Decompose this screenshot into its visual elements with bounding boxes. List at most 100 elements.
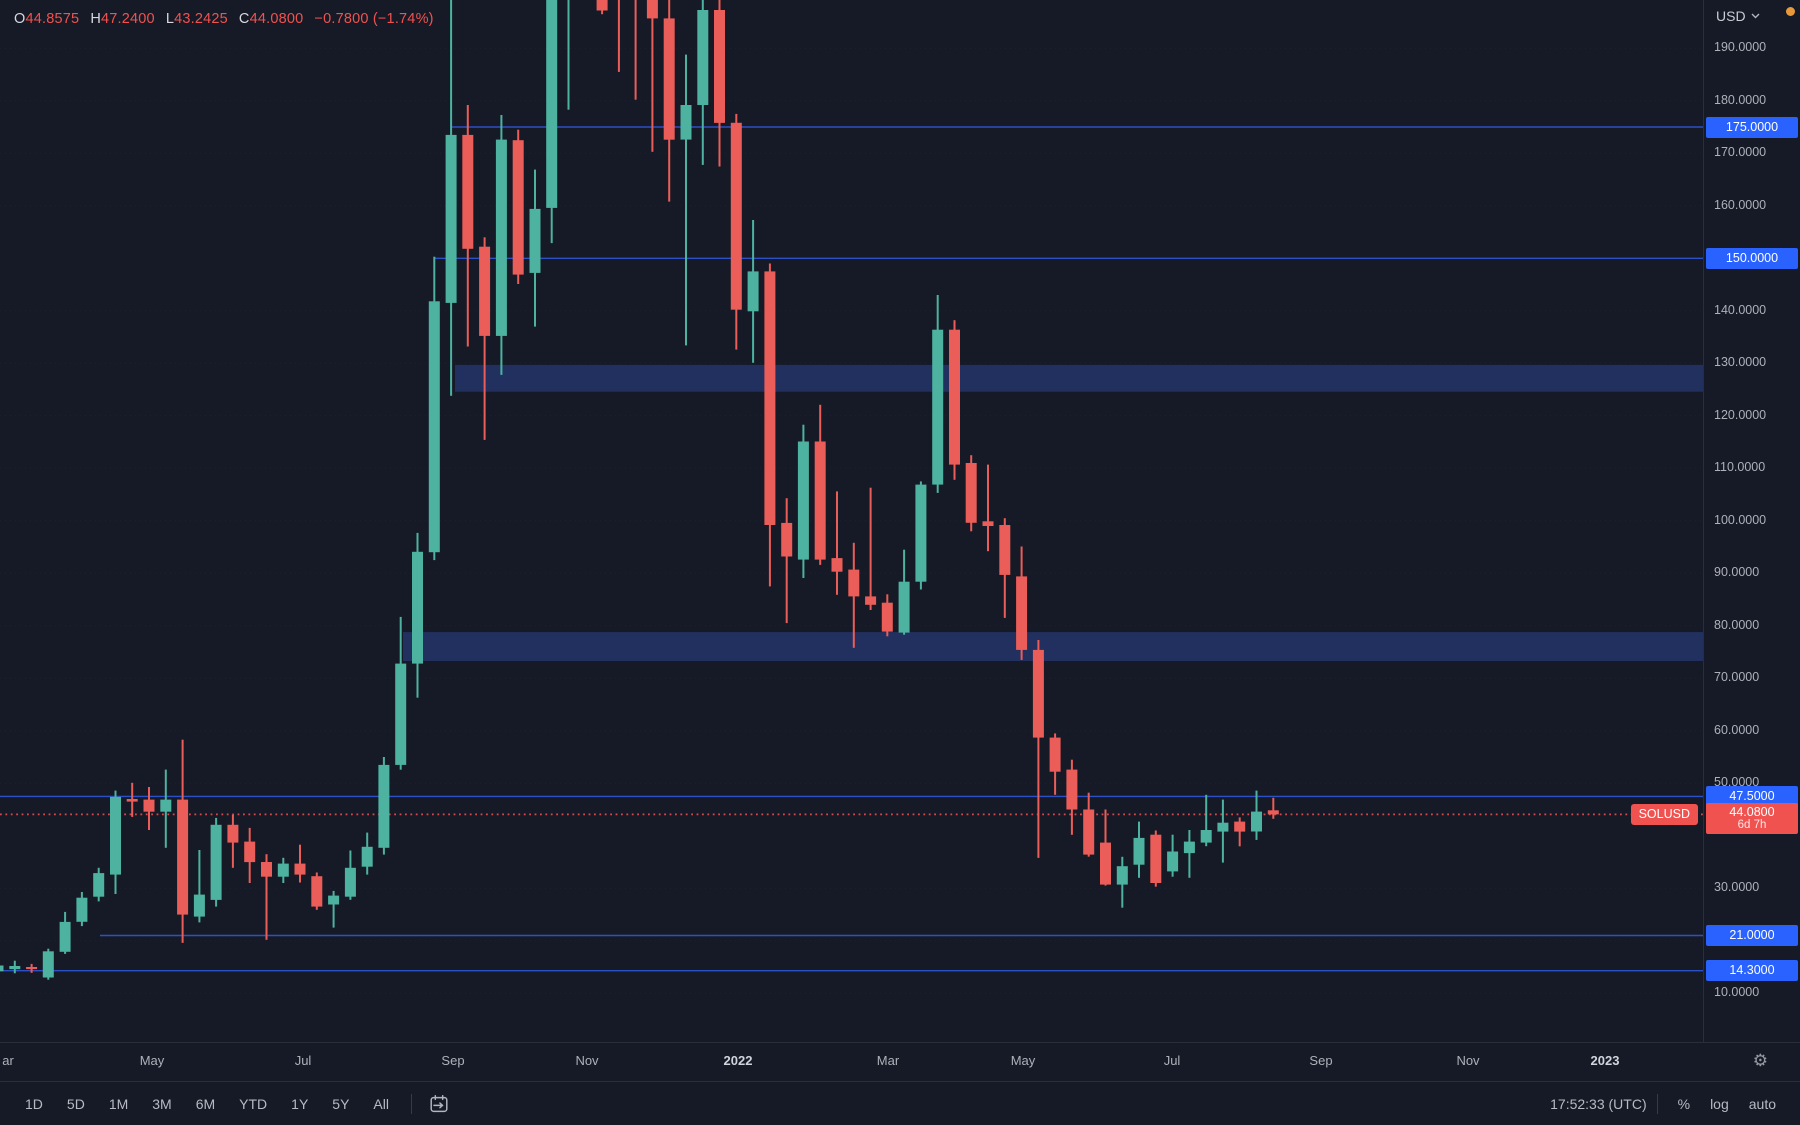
candle-wick	[567, 0, 570, 110]
candle-body	[512, 140, 524, 275]
candle-body	[982, 521, 994, 526]
candle-body	[378, 764, 390, 848]
low-label: L	[165, 11, 175, 27]
candle-body	[193, 894, 205, 917]
candle-body	[93, 873, 105, 897]
price-tick-label: 80.0000	[1714, 617, 1760, 632]
candle-body	[395, 663, 407, 765]
candle-body	[898, 581, 910, 633]
date-range-buttons: 1D 5D 1M 3M 6M YTD 1Y 5Y All	[0, 1092, 401, 1116]
price-tick-label: 90.0000	[1714, 565, 1760, 580]
candle-body	[479, 246, 491, 336]
currency-dropdown[interactable]: USD	[1716, 8, 1760, 24]
range-button-6m[interactable]: 6M	[195, 1095, 216, 1112]
range-button-3m[interactable]: 3M	[152, 1095, 172, 1112]
candle-wick	[1272, 797, 1275, 819]
open-value: 44.8575	[25, 11, 80, 27]
candle-body	[915, 484, 927, 582]
range-button-1y[interactable]: 1Y	[291, 1095, 309, 1112]
candle-body	[227, 824, 239, 843]
candle-body	[126, 799, 138, 802]
candle-body	[714, 10, 725, 123]
candle-body	[663, 18, 675, 140]
line-price-badge: 47.5000	[1706, 785, 1798, 807]
time-tick-label: Mar	[876, 1053, 900, 1068]
line-price-badge: 175.0000	[1706, 116, 1798, 138]
time-tick-label: 2022	[723, 1053, 753, 1068]
range-button-1d[interactable]: 1D	[25, 1095, 43, 1112]
range-button-ytd[interactable]: YTD	[239, 1095, 268, 1112]
axis-mode-log[interactable]: log	[1710, 1095, 1729, 1112]
time-tick-label: Nov	[575, 1053, 599, 1068]
candle-body	[781, 522, 793, 557]
axis-mode-auto[interactable]: auto	[1748, 1095, 1776, 1112]
axis-mode-percent[interactable]: %	[1677, 1095, 1691, 1112]
time-tick-label: ar	[2, 1053, 14, 1068]
range-button-all[interactable]: All	[373, 1095, 389, 1112]
range-button-5d[interactable]: 5D	[66, 1095, 85, 1112]
range-button-1m[interactable]: 1M	[108, 1095, 129, 1112]
price-tick-label: 190.0000	[1714, 40, 1767, 55]
range-button-5y[interactable]: 5Y	[332, 1095, 350, 1112]
candle-body	[1016, 576, 1028, 650]
candle-body	[344, 867, 356, 897]
candle-wick	[987, 464, 989, 552]
candle-body	[814, 441, 826, 560]
candle-body	[1116, 866, 1128, 885]
candle-body	[428, 301, 440, 553]
candle-body	[76, 897, 88, 922]
candle-body	[412, 551, 423, 664]
time-tick-label: Sep	[1309, 1053, 1333, 1068]
price-axis[interactable]: USD 190.0000 180.0000 170.0000 160.0000 140.…	[1703, 0, 1800, 1042]
candle-body	[1183, 841, 1195, 854]
candle-body	[697, 10, 709, 105]
candlestick-chart	[0, 0, 1703, 980]
axis-mode-buttons: % log auto	[1668, 1092, 1786, 1116]
candle-body	[160, 799, 172, 812]
chart-canvas[interactable]: O44.8575 H47.2400 L43.2425 C44.0800 −0.7800 …	[0, 0, 1703, 1042]
price-tick-label: 120.0000	[1714, 407, 1767, 422]
time-axis[interactable]: ar May Jul Sep Nov 2022 Mar May Jul Sep Nov 2023 ⚙	[0, 1042, 1800, 1081]
notification-dot[interactable]	[1786, 7, 1795, 16]
candle-body	[143, 799, 155, 812]
candle-body	[9, 966, 21, 970]
candle-body	[1167, 851, 1179, 872]
go-to-date-icon[interactable]	[422, 1091, 456, 1117]
candle-body	[59, 921, 71, 952]
gear-icon[interactable]: ⚙	[1752, 1051, 1768, 1070]
candle-body	[1066, 769, 1078, 810]
open-label: O	[14, 11, 26, 27]
time-tick-label: May	[1010, 1053, 1036, 1068]
close-label: C	[238, 11, 250, 27]
candle-body	[244, 841, 256, 863]
candle-wick	[634, 0, 637, 100]
candle-body	[361, 846, 373, 867]
candle-body	[0, 965, 4, 972]
candle-body	[646, 0, 658, 19]
candle-body	[881, 602, 893, 632]
candle-body	[529, 208, 541, 273]
supply-demand-zone[interactable]	[455, 364, 1703, 392]
price-tick-label: 170.0000	[1714, 145, 1767, 160]
price-tick-label: 140.0000	[1714, 302, 1767, 317]
candle-body	[680, 105, 692, 140]
time-tick-label: Sep	[441, 1053, 465, 1068]
candle-body	[1150, 834, 1162, 883]
candle-body	[1049, 737, 1061, 772]
change-value: −0.7800 (−1.74%)	[314, 11, 434, 27]
price-tick-label: 70.0000	[1714, 670, 1760, 685]
price-tick-label: 130.0000	[1714, 355, 1767, 370]
candle-body	[445, 134, 457, 303]
close-value: 44.0800	[249, 11, 304, 27]
candle-body	[949, 329, 960, 465]
bottom-toolbar: 1D 5D 1M 3M 6M YTD 1Y 5Y All 17:52:33 (UTC) % log…	[0, 1081, 1800, 1125]
candle-body	[495, 139, 507, 336]
supply-demand-zone[interactable]	[403, 632, 1703, 661]
bar-countdown: 6d 7h	[1737, 819, 1767, 832]
candle-wick	[198, 850, 201, 923]
candle-body	[1251, 811, 1262, 832]
candle-body	[999, 525, 1011, 575]
candle-body	[747, 271, 759, 312]
price-tick-label: 60.0000	[1714, 722, 1760, 737]
price-tick-label: 100.0000	[1714, 512, 1767, 527]
